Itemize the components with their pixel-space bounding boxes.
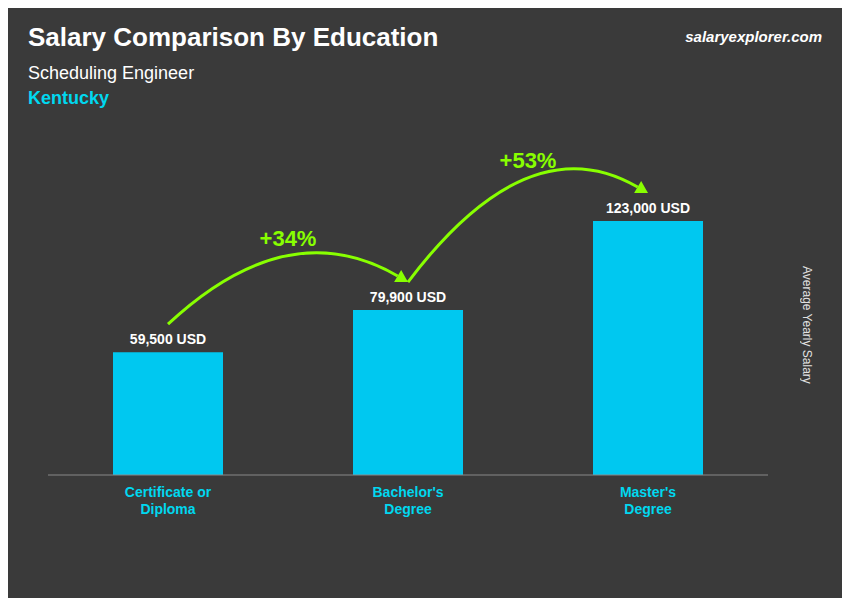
- html-text:Average Yearly Salary: Average Yearly Salary: [800, 266, 814, 384]
- svg-text:Bachelor'sDegree: Bachelor'sDegree: [372, 484, 443, 517]
- svg-text:+53%: +53%: [500, 148, 557, 173]
- svg-text:123,000 USD: 123,000 USD: [606, 200, 690, 216]
- svg-text:Master'sDegree: Master'sDegree: [620, 484, 676, 517]
- html-text:salaryexplorer.com: salaryexplorer.com: [685, 28, 822, 45]
- html-text:Salary Comparison By Education: Salary Comparison By Education: [28, 22, 439, 52]
- html-text:Scheduling Engineer: Scheduling Engineer: [28, 63, 195, 83]
- svg-text:79,900 USD: 79,900 USD: [370, 289, 446, 305]
- svg-text:59,500 USD: 59,500 USD: [130, 331, 206, 347]
- svg-text:+34%: +34%: [260, 226, 317, 251]
- svg-text:Certificate orDiploma: Certificate orDiploma: [125, 484, 212, 517]
- html-text:Kentucky: Kentucky: [28, 88, 109, 108]
